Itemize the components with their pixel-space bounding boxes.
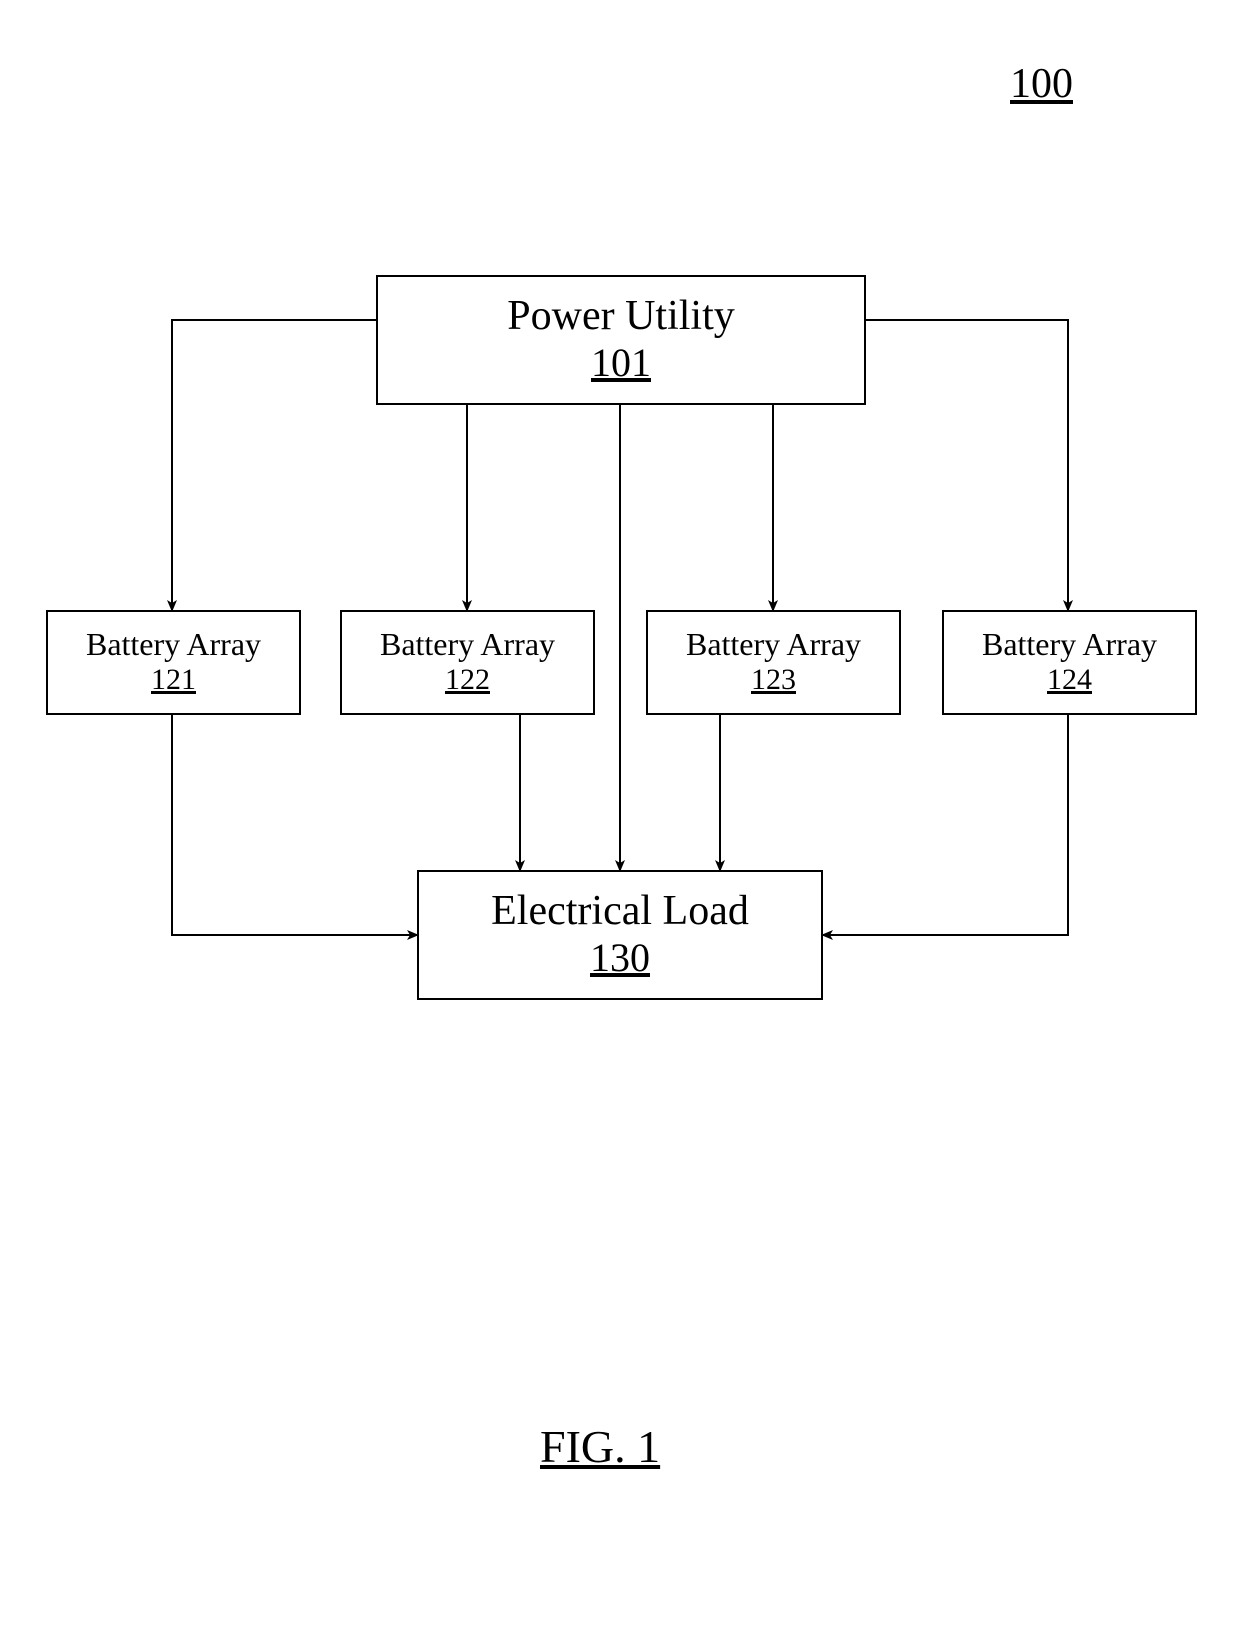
node-title: Battery Array — [86, 627, 261, 662]
node-ref: 101 — [591, 339, 651, 387]
node-battery-array-3: Battery Array 123 — [646, 610, 901, 715]
node-power-utility: Power Utility 101 — [376, 275, 866, 405]
node-ref: 122 — [445, 662, 490, 698]
node-title: Electrical Load — [491, 888, 749, 934]
node-title: Power Utility — [507, 293, 735, 339]
node-ref: 123 — [751, 662, 796, 698]
node-title: Battery Array — [380, 627, 555, 662]
node-title: Battery Array — [686, 627, 861, 662]
connectors-layer — [0, 0, 1240, 1625]
figure-caption: FIG. 1 — [540, 1420, 660, 1473]
node-electrical-load: Electrical Load 130 — [417, 870, 823, 1000]
node-ref: 124 — [1047, 662, 1092, 698]
node-ref: 121 — [151, 662, 196, 698]
node-ref: 130 — [590, 934, 650, 982]
node-battery-array-4: Battery Array 124 — [942, 610, 1197, 715]
figure-number: 100 — [1010, 60, 1073, 108]
node-title: Battery Array — [982, 627, 1157, 662]
node-battery-array-1: Battery Array 121 — [46, 610, 301, 715]
node-battery-array-2: Battery Array 122 — [340, 610, 595, 715]
